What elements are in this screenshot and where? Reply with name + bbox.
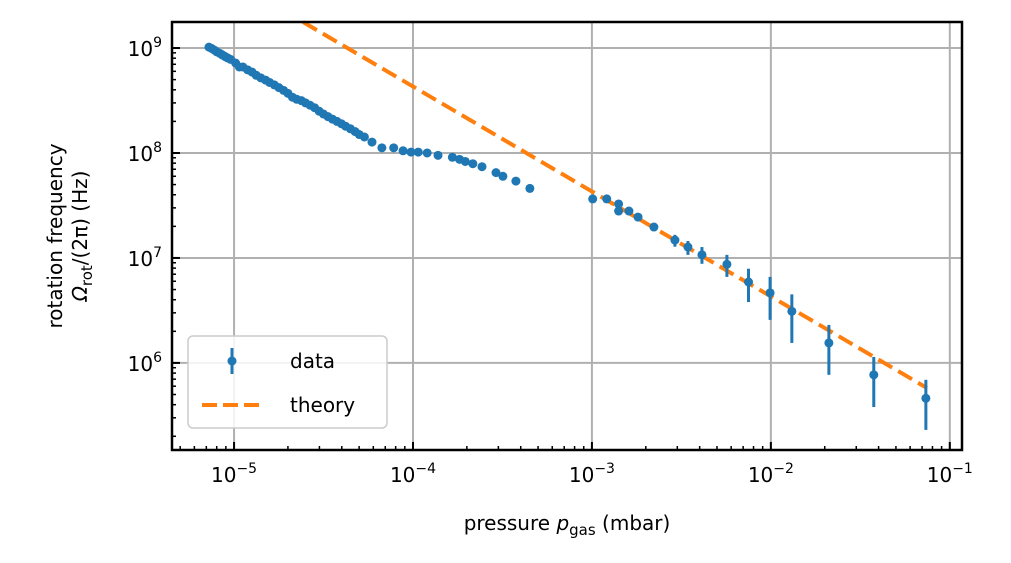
data-marker xyxy=(460,156,470,166)
data-marker xyxy=(602,194,612,204)
data-marker xyxy=(683,242,693,252)
data-point xyxy=(624,206,634,216)
data-point xyxy=(433,150,443,160)
data-point xyxy=(460,156,470,166)
x-axis-label: pressure pgas (mbar) xyxy=(464,511,671,539)
data-point xyxy=(491,168,501,178)
data-marker xyxy=(477,162,487,172)
data-marker xyxy=(422,148,432,158)
data-marker xyxy=(413,147,423,157)
data-point xyxy=(525,183,535,193)
data-marker xyxy=(633,212,643,222)
data-marker xyxy=(367,137,377,147)
data-point xyxy=(744,268,754,303)
data-marker xyxy=(359,132,369,142)
legend: data theory xyxy=(187,335,388,429)
data-marker xyxy=(824,338,834,348)
x-tick-label: 10−1 xyxy=(927,461,973,487)
data-marker xyxy=(722,259,732,269)
data-marker xyxy=(447,152,457,162)
legend-label-data: data xyxy=(290,349,335,373)
y-tick-label: 107 xyxy=(128,245,162,271)
y-tick-label: 108 xyxy=(128,140,162,166)
data-marker xyxy=(433,150,443,160)
data-point xyxy=(477,162,487,172)
x-tick-label: 10−3 xyxy=(569,461,615,487)
data-marker xyxy=(614,206,624,216)
y-axis-label-line1: rotation frequency xyxy=(43,143,67,328)
data-point xyxy=(398,146,408,156)
data-marker xyxy=(498,171,508,181)
data-marker xyxy=(697,250,707,260)
legend-data-marker xyxy=(227,348,237,374)
data-point xyxy=(765,276,775,320)
data-point xyxy=(697,247,707,264)
data-point xyxy=(413,147,423,157)
plot-area xyxy=(204,20,931,430)
y-tick-label: 109 xyxy=(128,35,162,61)
data-point xyxy=(722,254,732,277)
data-point xyxy=(921,379,931,430)
data-point xyxy=(649,222,659,232)
data-marker xyxy=(389,143,399,153)
data-marker xyxy=(468,159,478,169)
data-point xyxy=(670,234,680,247)
y-axis-label-line2: Ωrot/(2π) (Hz) xyxy=(68,171,96,303)
data-point xyxy=(359,132,369,142)
data-point xyxy=(447,152,457,162)
data-marker xyxy=(377,143,387,153)
data-marker xyxy=(588,194,598,204)
x-tick-label: 10−4 xyxy=(390,461,436,487)
data-marker xyxy=(649,222,659,232)
x-tick-label: 10−5 xyxy=(211,461,257,487)
data-marker xyxy=(511,176,521,186)
data-marker xyxy=(624,206,634,216)
legend-box xyxy=(187,335,388,429)
data-point xyxy=(633,212,643,222)
data-point xyxy=(602,194,612,204)
y-tick-label: 106 xyxy=(128,350,162,376)
legend-label-theory: theory xyxy=(290,393,355,417)
data-point xyxy=(683,241,693,255)
data-point xyxy=(869,356,879,408)
data-point xyxy=(511,176,521,186)
data-marker xyxy=(406,147,416,157)
data-point xyxy=(614,199,624,209)
data-point xyxy=(389,143,399,153)
tick-labels: 10−5 10−4 10−3 10−2 10−1 106 107 108 109 xyxy=(128,35,973,487)
data-marker xyxy=(398,146,408,156)
data-point xyxy=(367,137,377,147)
data-point xyxy=(588,194,598,204)
data-point xyxy=(498,171,508,181)
data-point xyxy=(824,324,834,375)
theory-line xyxy=(302,20,928,390)
data-point xyxy=(468,159,478,169)
data-marker xyxy=(765,288,775,298)
data-point xyxy=(614,206,624,216)
axes-frame xyxy=(170,20,964,452)
data-marker xyxy=(614,199,624,209)
data-point xyxy=(377,143,387,153)
data-marker xyxy=(921,393,931,403)
data-marker xyxy=(869,370,879,380)
x-tick-label: 10−2 xyxy=(748,461,794,487)
data-marker xyxy=(491,168,501,178)
data-marker xyxy=(787,306,797,316)
data-marker xyxy=(744,277,754,287)
data-point xyxy=(422,148,432,158)
data-point xyxy=(787,294,797,343)
data-marker xyxy=(670,235,680,245)
data-marker xyxy=(525,183,535,193)
data-point xyxy=(406,147,416,157)
